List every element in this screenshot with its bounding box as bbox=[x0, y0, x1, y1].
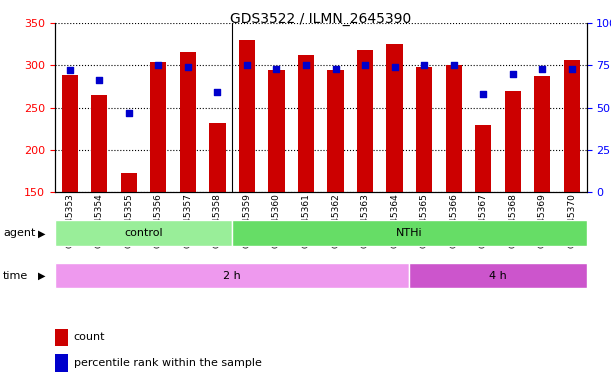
Bar bbox=[55, 354, 68, 372]
Text: GDS3522 / ILMN_2645390: GDS3522 / ILMN_2645390 bbox=[230, 12, 411, 25]
Text: control: control bbox=[124, 228, 163, 238]
Text: agent: agent bbox=[3, 228, 35, 238]
Bar bbox=[416, 67, 432, 192]
Point bbox=[419, 62, 429, 68]
Point bbox=[567, 66, 577, 72]
Text: percentile rank within the sample: percentile rank within the sample bbox=[73, 358, 262, 368]
Point bbox=[124, 109, 134, 116]
Point bbox=[183, 64, 193, 70]
Text: time: time bbox=[3, 271, 28, 281]
Point bbox=[390, 64, 400, 70]
Text: ▶: ▶ bbox=[38, 228, 45, 238]
Bar bbox=[210, 123, 225, 192]
Bar bbox=[475, 125, 491, 192]
Bar bbox=[357, 50, 373, 192]
Point bbox=[538, 66, 547, 72]
Bar bbox=[150, 62, 166, 192]
Bar bbox=[239, 40, 255, 192]
Point bbox=[360, 62, 370, 68]
Bar bbox=[55, 329, 68, 346]
Bar bbox=[505, 91, 521, 192]
Bar bbox=[232, 220, 587, 246]
Text: NTHi: NTHi bbox=[396, 228, 423, 238]
Point bbox=[242, 62, 252, 68]
Text: 2 h: 2 h bbox=[223, 270, 241, 281]
Point bbox=[301, 62, 311, 68]
Bar bbox=[327, 70, 343, 192]
Point bbox=[508, 71, 518, 77]
Point bbox=[478, 91, 488, 97]
Bar bbox=[534, 76, 551, 192]
Bar bbox=[409, 263, 587, 288]
Text: 4 h: 4 h bbox=[489, 270, 507, 281]
Bar bbox=[62, 74, 78, 192]
Bar bbox=[387, 44, 403, 192]
Bar bbox=[298, 55, 314, 192]
Bar bbox=[180, 52, 196, 192]
Bar bbox=[55, 263, 409, 288]
Text: count: count bbox=[73, 332, 105, 342]
Bar bbox=[564, 60, 580, 192]
Bar bbox=[268, 70, 285, 192]
Point bbox=[331, 66, 340, 72]
Bar bbox=[55, 220, 232, 246]
Bar bbox=[91, 95, 108, 192]
Point bbox=[448, 62, 458, 68]
Bar bbox=[121, 174, 137, 192]
Point bbox=[65, 67, 75, 73]
Point bbox=[94, 78, 104, 84]
Point bbox=[213, 89, 222, 95]
Point bbox=[153, 62, 163, 68]
Bar bbox=[445, 65, 462, 192]
Point bbox=[271, 66, 281, 72]
Text: ▶: ▶ bbox=[38, 271, 45, 281]
